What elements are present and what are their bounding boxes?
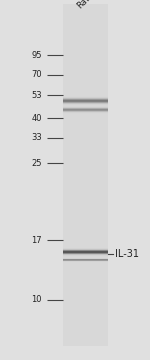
Text: Raw264.7: Raw264.7 xyxy=(75,0,111,11)
Text: 53: 53 xyxy=(31,91,42,100)
Bar xyxy=(63,4,108,346)
Text: 33: 33 xyxy=(31,133,42,142)
Text: IL-31: IL-31 xyxy=(116,249,140,259)
Text: 25: 25 xyxy=(32,158,42,167)
Text: 70: 70 xyxy=(31,71,42,79)
Text: 95: 95 xyxy=(32,50,42,59)
Text: 10: 10 xyxy=(32,295,42,304)
Text: 17: 17 xyxy=(31,235,42,245)
Text: 40: 40 xyxy=(32,113,42,122)
